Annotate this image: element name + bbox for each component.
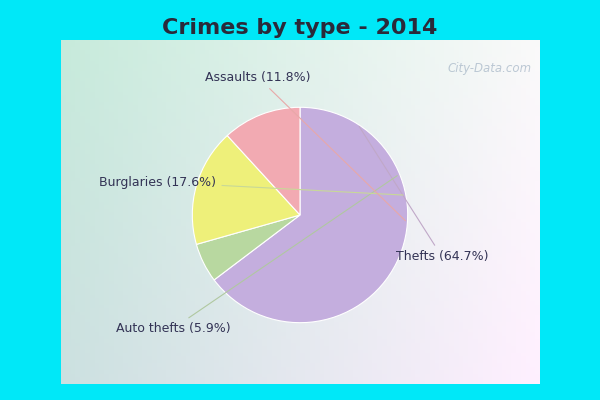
Text: Auto thefts (5.9%): Auto thefts (5.9%)	[116, 176, 397, 335]
Wedge shape	[196, 215, 300, 280]
Text: Thefts (64.7%): Thefts (64.7%)	[359, 126, 488, 263]
Text: Crimes by type - 2014: Crimes by type - 2014	[163, 18, 437, 38]
Text: Assaults (11.8%): Assaults (11.8%)	[205, 71, 406, 221]
Wedge shape	[227, 107, 300, 215]
Wedge shape	[193, 136, 300, 244]
Text: City-Data.com: City-Data.com	[448, 62, 532, 76]
Text: Burglaries (17.6%): Burglaries (17.6%)	[100, 176, 403, 195]
Wedge shape	[214, 107, 407, 323]
